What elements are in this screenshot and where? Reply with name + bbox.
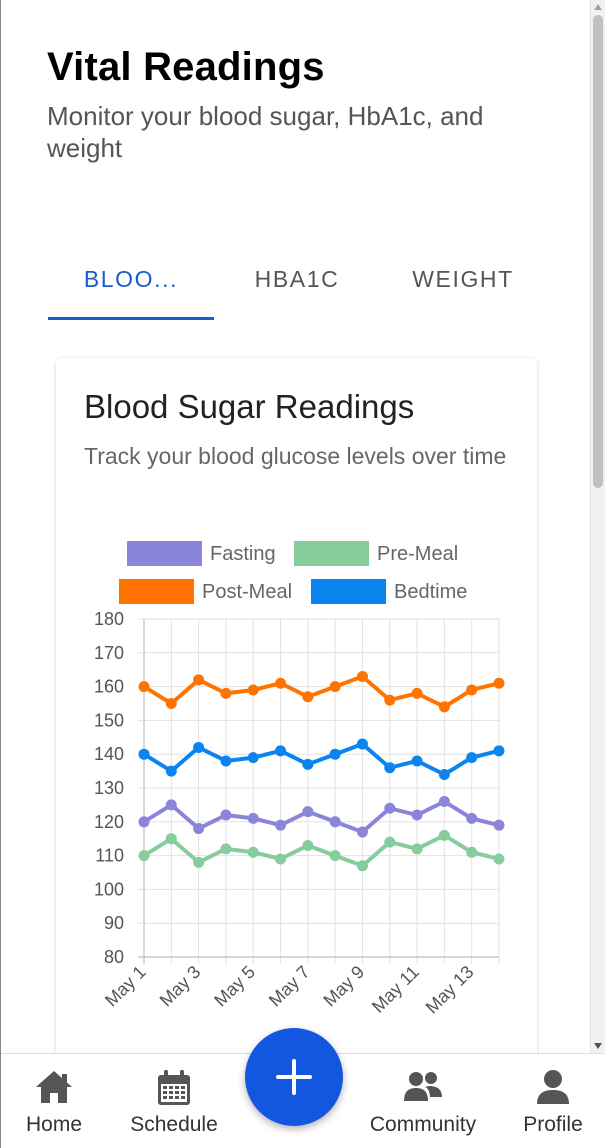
scrollbar-thumb[interactable] bbox=[593, 15, 603, 488]
profile-icon bbox=[535, 1069, 571, 1110]
tab-hba1c[interactable]: HBA1C bbox=[214, 262, 380, 322]
tab-weight-label: WEIGHT bbox=[412, 266, 514, 292]
tab-blood-sugar-label: BLOO... bbox=[83, 266, 179, 292]
scroll-up-arrow-icon[interactable] bbox=[594, 4, 602, 10]
nav-item-profile[interactable]: Profile bbox=[508, 1054, 598, 1148]
active-tab-indicator bbox=[48, 317, 214, 320]
tab-blood-sugar[interactable]: BLOO... bbox=[48, 262, 214, 322]
card-subtitle: Track your blood glucose levels over tim… bbox=[84, 443, 507, 469]
nav-label-profile: Profile bbox=[523, 1113, 583, 1136]
tab-hba1c-label: HBA1C bbox=[254, 266, 340, 292]
page-title: Vital Readings bbox=[47, 45, 325, 89]
add-reading-fab[interactable] bbox=[245, 1028, 343, 1126]
scrollbar[interactable] bbox=[590, 0, 605, 1055]
nav-item-community[interactable]: Community bbox=[358, 1054, 488, 1148]
nav-item-schedule[interactable]: Schedule bbox=[114, 1054, 234, 1148]
nav-item-home[interactable]: Home bbox=[9, 1054, 99, 1148]
community-icon bbox=[403, 1069, 443, 1108]
nav-label-schedule: Schedule bbox=[130, 1113, 218, 1136]
bottom-navigation: Home Schedule bbox=[1, 1053, 605, 1148]
home-icon bbox=[34, 1069, 74, 1110]
page-subtitle: Monitor your blood sugar, HbA1c, and wei… bbox=[47, 101, 484, 163]
scroll-down-arrow-icon[interactable] bbox=[594, 1043, 602, 1049]
card-title: Blood Sugar Readings bbox=[84, 388, 415, 425]
nav-label-home: Home bbox=[25, 1113, 83, 1136]
nav-label-community: Community bbox=[369, 1113, 477, 1136]
calendar-icon bbox=[156, 1069, 192, 1112]
tab-weight[interactable]: WEIGHT bbox=[380, 262, 546, 322]
blood-sugar-card: Blood Sugar Readings Track your blood gl… bbox=[56, 358, 537, 1078]
